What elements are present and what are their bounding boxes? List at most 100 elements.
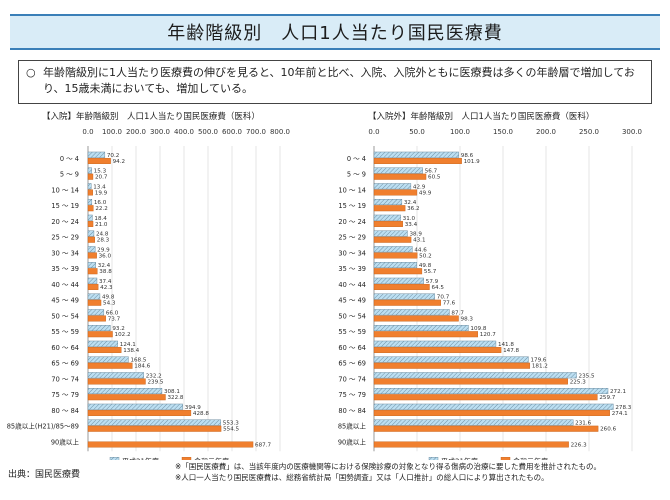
category-label: 60 ～ 64 [51,344,79,352]
category-label: 65 ～ 69 [51,360,79,368]
bar-series-1 [87,246,96,253]
x-tick-label: 300.0 [622,128,642,136]
category-label: 40 ～ 44 [338,281,366,289]
category-label: 25 ～ 29 [338,234,366,242]
bar-series-1 [87,183,92,190]
x-tick-label: 100.0 [450,128,470,136]
data-label: 77.6 [443,301,456,307]
data-label: 94.2 [113,159,125,165]
category-label: 85歳以上 [338,422,367,431]
data-label: 43.1 [413,238,426,244]
summary-bullet: ○ [26,66,36,79]
category-label: 80 ～ 84 [51,407,79,415]
data-label: 22.2 [95,206,107,212]
bar-series-1 [373,151,459,158]
data-label: 36.0 [99,253,112,259]
x-tick-label: 500.0 [198,128,218,136]
bar-series-2 [373,394,598,401]
bar-series-2 [373,189,418,196]
bar-series-2 [373,331,479,338]
bar-series-2 [373,409,610,416]
bar-series-2 [373,425,599,432]
bar-series-1 [87,309,105,316]
category-label: 30 ～ 34 [338,249,366,257]
data-label: 428.8 [193,411,209,417]
bar-series-2 [87,299,102,306]
category-label: 30 ～ 34 [51,249,79,257]
data-label: 31.0 [403,216,416,222]
bar-series-1 [373,183,412,190]
category-label: 25 ～ 29 [51,234,79,242]
data-label: 141.8 [498,342,514,348]
category-label: 15 ～ 19 [338,202,366,210]
bar-series-2 [373,362,531,369]
data-label: 235.5 [579,373,595,379]
data-label: 553.3 [223,421,239,427]
data-label: 102.2 [115,332,131,338]
data-label: 70.7 [437,295,450,301]
category-label: 15 ～ 19 [51,202,79,210]
bar-series-2 [87,189,93,196]
data-label: 260.6 [600,427,616,433]
category-label: 65 ～ 69 [338,360,366,368]
bar-series-1 [87,372,144,379]
category-label: 50 ～ 54 [338,312,366,320]
bar-series-1 [87,277,98,284]
charts-area: 【入院】年齢階級別 人口1人当たり国民医療費（医科） 0.0 100.0 200.0 3… [0,104,670,465]
data-label: 98.3 [461,316,474,322]
bar-series-1 [87,230,95,237]
category-label: 10 ～ 14 [338,186,366,194]
category-label: 45 ～ 49 [51,297,79,305]
category-label: 0 ～ 4 [60,155,79,163]
bar-series-1 [87,262,96,269]
bar-series-1 [87,325,111,332]
bar-series-2 [373,268,423,275]
data-label: 42.9 [413,184,426,190]
data-label: 394.9 [185,405,201,411]
data-label: 49.9 [419,190,432,196]
data-label: 554.5 [223,427,239,433]
data-label: 70.2 [107,153,119,159]
data-label: 168.5 [130,358,146,364]
data-label: 60.5 [428,175,441,181]
data-label: 179.6 [530,358,546,364]
data-label: 56.7 [425,169,438,175]
charts-svg: 【入院】年齢階級別 人口1人当たり国民医療費（医科） 0.0 100.0 200.0 3… [7,111,642,465]
data-label: 54.3 [103,301,116,307]
footnote-1: ※「国民医療費」は、当該年度内の医療機関等における保険診療の対象となり得る傷病の… [175,462,602,471]
bar-series-1 [87,356,129,363]
footnote-2: ※人口一人当たり国民医療費は、総務省統計局「国勢調査」又は「人口推計」の総人口に… [175,473,549,482]
bar-series-2 [373,315,459,322]
category-label: 45 ～ 49 [338,297,366,305]
data-label: 57.9 [426,279,439,285]
footnotes: ※「国民医療費」は、当該年度内の医療機関等における保険診療の対象となり得る傷病の… [175,461,655,483]
bar-series-2 [87,378,146,385]
data-label: 278.3 [615,405,631,411]
category-label: 20 ～ 24 [51,218,79,226]
legend-swatch-series-2 [500,457,511,464]
category-label: 55 ～ 59 [51,328,79,336]
bar-series-2 [87,346,122,353]
bar-series-2 [87,283,99,290]
x-tick-label: 0.0 [82,128,93,136]
data-label: 138.4 [123,348,139,354]
x-tick-label: 150.0 [493,128,513,136]
data-label: 184.6 [134,364,150,370]
legend-label: 令和元年度 [513,456,548,460]
category-label: 75 ～ 79 [338,391,366,399]
data-label: 73.7 [108,316,121,322]
data-label: 33.4 [405,222,418,228]
data-label: 98.6 [461,153,474,159]
bar-series-2 [373,220,403,227]
x-tick-label: 200.0 [536,128,556,136]
data-label: 32.4 [404,200,417,206]
x-tick-label: 0.0 [368,128,379,136]
data-label: 93.2 [112,326,124,332]
page-title: 年齢階級別 人口1人当たり国民医療費 [167,23,503,44]
legend-swatch-series-1 [428,457,439,464]
bar-series-1 [87,199,93,206]
x-tick-label: 800.0 [270,128,290,136]
category-label: 5 ～ 9 [60,171,79,179]
bar-series-1 [87,403,183,410]
bar-series-2 [87,409,192,416]
